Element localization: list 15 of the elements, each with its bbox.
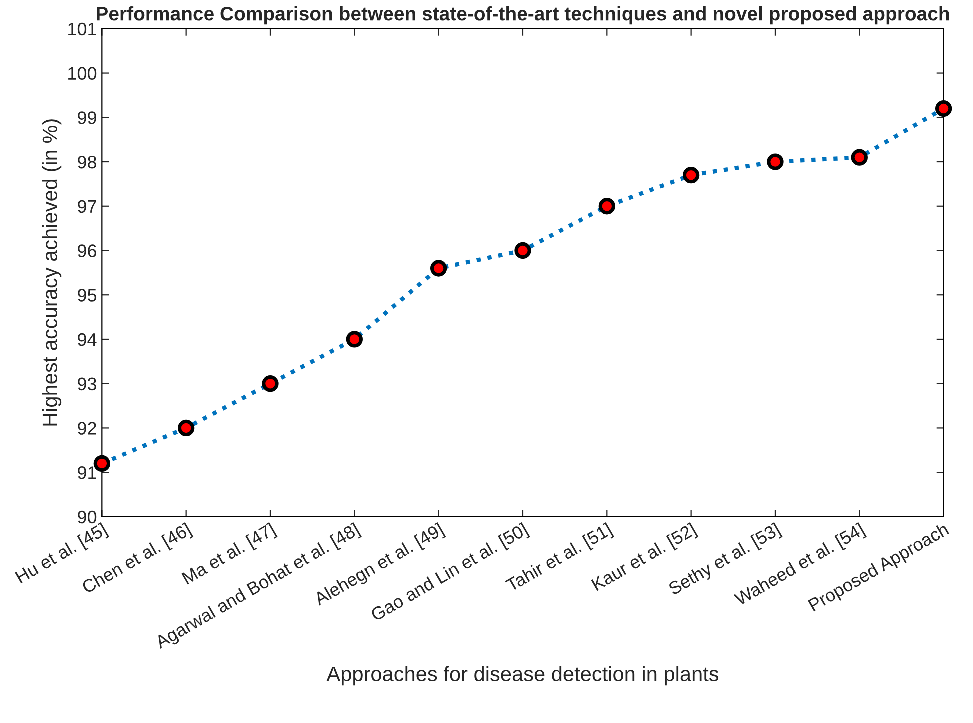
- y-tick-label: 94: [78, 333, 97, 346]
- y-tick-label: 91: [78, 466, 96, 480]
- y-tick-label: 101: [68, 22, 96, 36]
- y-tick-label: 96: [78, 244, 97, 258]
- y-tick-label: 95: [78, 289, 97, 302]
- y-tick-label: 97: [78, 200, 96, 214]
- chart-title: Performance Comparison between state-of-the-art techniques and novel proposed approach: [97, 6, 950, 25]
- x-axis-title: Approaches for disease detection in plants: [326, 666, 719, 686]
- y-tick-label: 99: [78, 112, 96, 124]
- y-tick-label: 93: [78, 378, 97, 391]
- y-tick-label: 98: [78, 156, 97, 169]
- y-tick-label: 90: [78, 510, 97, 524]
- y-axis-title: Highest accuracy achieved (in %): [42, 120, 62, 426]
- y-tick-label: 100: [68, 67, 97, 80]
- y-tick-label: 92: [78, 422, 96, 435]
